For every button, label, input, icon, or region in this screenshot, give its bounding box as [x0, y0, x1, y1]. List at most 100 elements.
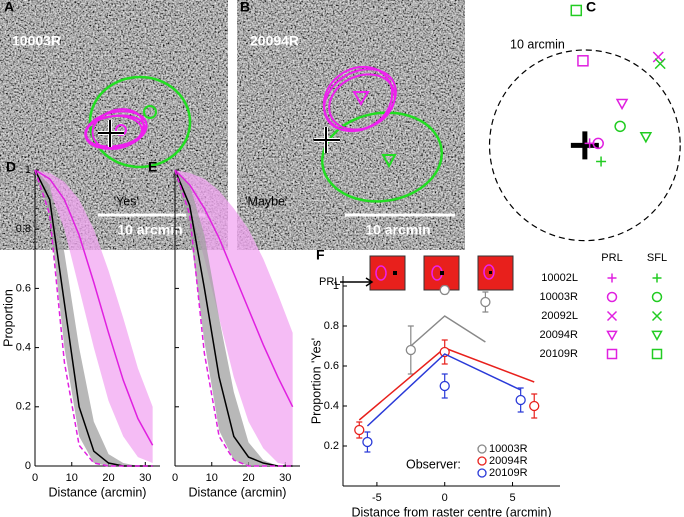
legend-label: 10002L [541, 272, 578, 284]
sfl-ellipse [88, 75, 192, 169]
inset-arrow [340, 277, 374, 287]
x-axis-label: Distance (arcmin) [189, 485, 287, 499]
prl-ellipses [322, 65, 397, 133]
y-axis-label: Proportion 'Yes' [309, 338, 323, 424]
data-point [439, 284, 450, 296]
legend-marker [652, 273, 662, 283]
inset-prl [375, 265, 387, 281]
marker [570, 4, 583, 17]
x-tick-label: 10 [66, 472, 78, 484]
marker [614, 120, 626, 133]
y-tick-label: 0 [25, 460, 31, 472]
circle-label: 10 arcmin [510, 37, 565, 51]
inset-dot [489, 271, 492, 274]
marker [639, 132, 653, 144]
fit-line [174, 169, 293, 467]
legend-header: SFL [647, 252, 667, 264]
y-tick-label: 0.4 [324, 400, 339, 412]
legend-label: 10003R [539, 291, 578, 303]
data-point [354, 424, 365, 436]
legend-marker [606, 330, 618, 342]
panel-letter: A [4, 0, 14, 15]
fit-line [174, 169, 294, 408]
data-point [362, 436, 373, 448]
data-point [529, 400, 540, 412]
fit-line [366, 353, 521, 427]
legend-marker [606, 310, 618, 322]
data-point [515, 394, 526, 406]
radius-circle [488, 49, 681, 242]
annotation: 'Maybe' [245, 194, 287, 208]
inset [477, 255, 514, 291]
panel-letter: E [148, 159, 157, 175]
y-tick-label: 0.2 [324, 440, 339, 452]
scale-bar-label: 10 arcmin [365, 222, 430, 238]
observer-label: 20094R [250, 33, 299, 49]
marker [652, 51, 664, 63]
legend-label: 20092L [541, 310, 578, 322]
legend-marker [651, 291, 663, 303]
data-point [439, 380, 450, 392]
panel-letter: D [6, 159, 16, 175]
inset-dot [393, 271, 397, 275]
x-tick-label: 0 [442, 492, 448, 504]
prl-insets: PRL [319, 255, 514, 291]
legend-marker [651, 330, 663, 342]
observer-label: 10003R [12, 33, 61, 49]
y-tick-label: 0.2 [16, 401, 31, 413]
sfl-marker [381, 154, 397, 169]
x-tick-label: 0 [32, 472, 38, 484]
x-axis-label: Distance from raster centre (arcmin) [351, 505, 551, 517]
confidence-band [35, 170, 153, 464]
x-tick-label: 10 [206, 472, 218, 484]
legend-label: 20109R [539, 348, 578, 360]
legend-label: 20094R [489, 455, 528, 467]
x-axis-label: Distance (arcmin) [49, 485, 147, 499]
x-tick-label: -5 [372, 492, 382, 504]
legend-marker [607, 273, 617, 283]
y-tick-label: 0.6 [324, 360, 339, 372]
fit-line [34, 169, 154, 446]
y-tick-label: 1 [333, 280, 339, 292]
scale-bar-label: 10 arcmin [117, 222, 182, 238]
x-tick-label: 20 [242, 472, 254, 484]
fit-line [34, 169, 153, 467]
legend-marker [651, 310, 663, 322]
inset [369, 255, 406, 291]
x-tick-label: 5 [509, 492, 515, 504]
legend-label: 10003R [489, 443, 528, 455]
annotation: 'Yes' [114, 194, 139, 208]
legend-marker [477, 468, 487, 478]
legend-label: 20094R [539, 329, 578, 341]
cross [98, 120, 124, 147]
legend-header: PRL [601, 252, 622, 264]
panel-b-image: 10 arcmin 20094R [237, 0, 465, 250]
panel-a-image: 10 arcmin 10003R [0, 0, 228, 250]
legend-marker [477, 456, 487, 466]
y-tick-label: 0.6 [16, 282, 31, 294]
marker [596, 156, 607, 167]
y-tick-label: 0.4 [16, 342, 31, 354]
inset-label: PRL [319, 276, 340, 288]
x-tick-label: 30 [279, 472, 291, 484]
centre-cross [570, 131, 599, 160]
panel-letter: F [316, 247, 325, 263]
data-point [405, 344, 416, 356]
data-point [480, 296, 491, 308]
x-tick-label: 20 [102, 472, 114, 484]
legend-marker [606, 348, 618, 360]
fit-line [410, 315, 486, 347]
confidence-band [175, 170, 293, 466]
y-tick-label: 0.8 [16, 223, 31, 235]
x-tick-label: 0 [172, 472, 178, 484]
inset-prl [483, 264, 495, 280]
panel-letter: B [240, 0, 250, 15]
legend-title: Observer: [406, 457, 461, 471]
y-axis-label: Proportion [1, 289, 15, 347]
y-tick-label: 0.8 [324, 320, 339, 332]
cross [314, 127, 340, 153]
sfl-marker [143, 105, 157, 119]
confidence-band [35, 170, 153, 466]
legend-marker [651, 348, 663, 360]
marker [615, 98, 629, 111]
